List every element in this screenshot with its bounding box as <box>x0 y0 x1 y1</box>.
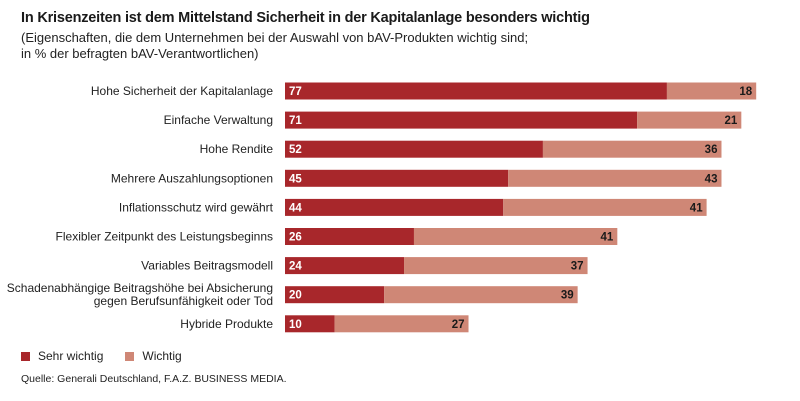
category-label-schadenabhangige-beitragshohe-bei-absicherung-gegen-berufsunfahigkeit-oder-tod: Schadenabhängige Beitragshöhe bei Absich… <box>7 281 273 308</box>
bar-row-variables-beitragsmodell: Variables Beitragsmodell 24 37 <box>141 257 588 275</box>
category-label-einfache-verwaltung: Einfache Verwaltung <box>164 113 273 127</box>
bar-segment-wichtig-schadenabhangige-beitragshohe-bei-absicherung-gegen-berufsunfahigkeit-oder-tod <box>384 286 578 304</box>
bar-segment-sehr-wichtig-hohe-rendite <box>285 140 543 158</box>
category-label-inflationsschutz-wird-gewahrt: Inflationsschutz wird gewährt <box>119 200 274 214</box>
legend: Sehr wichtig Wichtig <box>21 349 204 363</box>
bar-segment-wichtig-variables-beitragsmodell <box>404 257 588 275</box>
bar-segment-sehr-wichtig-einfache-verwaltung <box>285 111 638 129</box>
subtitle-line-2: in % der befragten bAV-Verantwortlichen) <box>21 46 259 61</box>
bar-segment-sehr-wichtig-hohe-sicherheit-der-kapitalanlage <box>285 82 667 100</box>
value-label-wichtig-hybride-produkte: 27 <box>452 319 465 331</box>
bar-segment-wichtig-mehrere-auszahlungsoptionen <box>508 169 722 187</box>
legend-label-sehr-wichtig: Sehr wichtig <box>38 349 104 363</box>
bar-segment-sehr-wichtig-mehrere-auszahlungsoptionen <box>285 169 509 187</box>
bar-row-hohe-sicherheit-der-kapitalanlage: Hohe Sicherheit der Kapitalanlage 77 18 <box>91 82 757 100</box>
bar-row-hohe-rendite: Hohe Rendite 52 36 <box>200 140 722 158</box>
value-label-wichtig-flexibler-zeitpunkt-des-leistungsbeginns: 41 <box>601 232 614 244</box>
value-label-sehr-wichtig-flexibler-zeitpunkt-des-leistungsbeginns: 26 <box>289 232 302 244</box>
category-label-variables-beitragsmodell: Variables Beitragsmodell <box>141 259 273 273</box>
value-label-sehr-wichtig-hohe-sicherheit-der-kapitalanlage: 77 <box>289 86 302 98</box>
bar-row-einfache-verwaltung: Einfache Verwaltung 71 21 <box>164 111 742 129</box>
bar-segment-sehr-wichtig-flexibler-zeitpunkt-des-leistungsbeginns <box>285 228 414 245</box>
category-label-hohe-sicherheit-der-kapitalanlage: Hohe Sicherheit der Kapitalanlage <box>91 84 273 98</box>
bar-row-flexibler-zeitpunkt-des-leistungsbeginns: Flexibler Zeitpunkt des Leistungsbeginns… <box>56 228 618 245</box>
bar-row-inflationsschutz-wird-gewahrt: Inflationsschutz wird gewährt 44 41 <box>119 198 707 216</box>
bar-row-mehrere-auszahlungsoptionen: Mehrere Auszahlungsoptionen 45 43 <box>111 169 722 187</box>
bar-row-hybride-produkte: Hybride Produkte 10 27 <box>180 315 469 333</box>
category-label-hohe-rendite: Hohe Rendite <box>200 142 274 156</box>
value-label-sehr-wichtig-schadenabhangige-beitragshohe-bei-absicherung-gegen-berufsunfahigkeit-oder-tod: 20 <box>289 290 302 302</box>
bar-segment-wichtig-flexibler-zeitpunkt-des-leistungsbeginns <box>413 228 618 245</box>
bar-segment-sehr-wichtig-variables-beitragsmodell <box>285 257 405 275</box>
value-label-wichtig-einfache-verwaltung: 21 <box>725 115 738 127</box>
value-label-wichtig-mehrere-auszahlungsoptionen: 43 <box>705 173 718 185</box>
value-label-sehr-wichtig-einfache-verwaltung: 71 <box>289 115 302 127</box>
bar-segment-wichtig-hohe-rendite <box>542 140 722 158</box>
value-label-wichtig-inflationsschutz-wird-gewahrt: 41 <box>690 202 703 214</box>
legend-swatch-wichtig <box>125 351 135 361</box>
bar-segment-wichtig-hybride-produkte <box>334 315 469 333</box>
subtitle-line-1: (Eigenschaften, die dem Unternehmen bei … <box>21 30 529 45</box>
category-label-mehrere-auszahlungsoptionen: Mehrere Auszahlungsoptionen <box>111 171 273 185</box>
bar-segment-wichtig-einfache-verwaltung <box>637 111 742 129</box>
bar-row-schadenabhangige-beitragshohe-bei-absicherung-gegen-berufsunfahigkeit-oder-tod: Schadenabhängige Beitragshöhe bei Absich… <box>7 281 578 308</box>
bar-segment-wichtig-hohe-sicherheit-der-kapitalanlage <box>666 82 757 100</box>
value-label-wichtig-hohe-sicherheit-der-kapitalanlage: 18 <box>739 86 752 98</box>
legend-item-wichtig: Wichtig <box>125 349 182 363</box>
value-label-sehr-wichtig-hybride-produkte: 10 <box>289 319 302 331</box>
value-label-sehr-wichtig-inflationsschutz-wird-gewahrt: 44 <box>289 202 302 214</box>
source-note: Quelle: Generali Deutschland, F.A.Z. BUS… <box>21 373 287 385</box>
value-label-wichtig-schadenabhangige-beitragshohe-bei-absicherung-gegen-berufsunfahigkeit-oder-tod: 39 <box>561 290 574 302</box>
bar-segment-sehr-wichtig-inflationsschutz-wird-gewahrt <box>285 198 504 216</box>
value-label-wichtig-hohe-rendite: 36 <box>705 144 718 156</box>
value-label-wichtig-variables-beitragsmodell: 37 <box>571 261 584 273</box>
category-label-hybride-produkte: Hybride Produkte <box>180 317 273 331</box>
legend-item-sehr-wichtig: Sehr wichtig <box>21 349 103 363</box>
chart-subtitle: (Eigenschaften, die dem Unternehmen bei … <box>21 30 581 62</box>
stacked-bar-chart: Hohe Sicherheit der Kapitalanlage 77 18 Ein… <box>7 82 757 333</box>
bar-segment-wichtig-inflationsschutz-wird-gewahrt <box>503 198 707 216</box>
legend-label-wichtig: Wichtig <box>142 349 182 363</box>
chart-title: In Krisenzeiten ist dem Mittelstand Sich… <box>21 10 590 26</box>
value-label-sehr-wichtig-hohe-rendite: 52 <box>289 144 302 156</box>
bar-segment-sehr-wichtig-schadenabhangige-beitragshohe-bei-absicherung-gegen-berufsunfahigkeit-oder-tod <box>285 286 385 304</box>
value-label-sehr-wichtig-mehrere-auszahlungsoptionen: 45 <box>289 173 302 185</box>
category-label-flexibler-zeitpunkt-des-leistungsbeginns: Flexibler Zeitpunkt des Leistungsbeginns <box>56 230 273 244</box>
bar-segment-sehr-wichtig-hybride-produkte <box>285 315 335 333</box>
legend-swatch-sehr-wichtig <box>21 351 30 361</box>
value-label-sehr-wichtig-variables-beitragsmodell: 24 <box>289 261 302 273</box>
